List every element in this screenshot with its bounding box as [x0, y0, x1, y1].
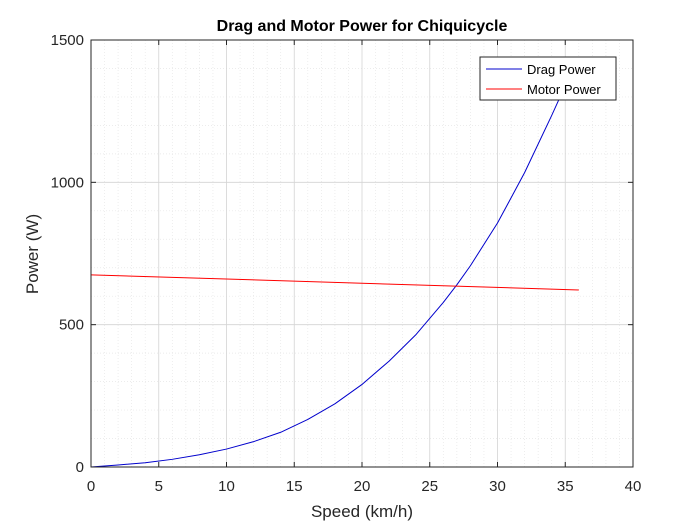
series-line-drag-power — [90, 68, 573, 468]
x-tick-label: 35 — [557, 478, 574, 495]
x-tick-label: 0 — [87, 478, 95, 495]
x-tick-label: 5 — [155, 478, 163, 495]
x-tick-label: 30 — [489, 478, 506, 495]
x-tick-label: 10 — [218, 478, 235, 495]
y-tick-label: 1500 — [51, 32, 84, 49]
x-tick-label: 20 — [354, 478, 371, 495]
chart-title: Drag and Motor Power for Chiquicycle — [217, 18, 508, 35]
x-tick-label: 25 — [421, 478, 438, 495]
legend-label-drag-power: Drag Power — [527, 62, 596, 77]
y-tick-label: 0 — [76, 459, 84, 476]
legend-box — [479, 56, 617, 101]
y-tick-label: 1000 — [51, 174, 84, 191]
x-tick-label: 40 — [625, 478, 642, 495]
y-tick-label: 500 — [59, 317, 84, 334]
series-layer — [90, 68, 579, 468]
x-tick-label: 15 — [286, 478, 303, 495]
y-axis-label: Power (W) — [23, 214, 42, 294]
x-axis-label: Speed (km/h) — [311, 502, 413, 521]
legend: Drag Power Motor Power — [479, 56, 617, 101]
legend-label-motor-power: Motor Power — [527, 82, 601, 97]
tick-labels: 0 5 10 15 20 25 30 35 40 0 500 1000 1500 — [51, 32, 642, 495]
series-line-motor-power — [90, 274, 579, 291]
ticks-layer — [90, 39, 634, 468]
